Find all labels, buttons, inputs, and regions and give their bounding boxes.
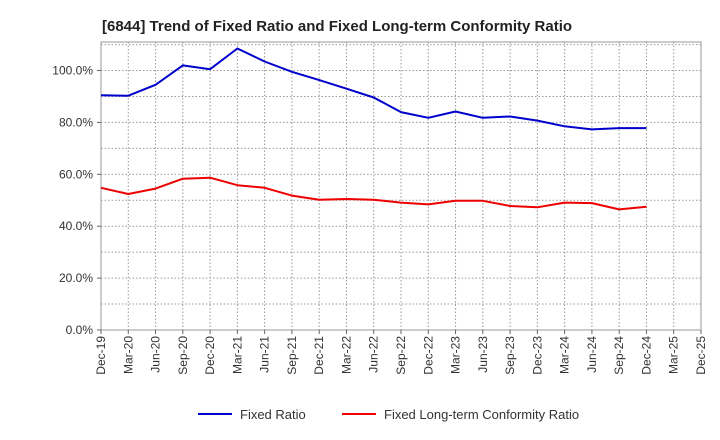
legend-label: Fixed Ratio	[240, 407, 306, 422]
x-tick-label: Mar-25	[667, 336, 681, 374]
legend: Fixed Ratio Fixed Long-term Conformity Ra…	[198, 407, 579, 422]
y-tick-label: 40.0%	[59, 219, 93, 233]
x-tick-label: Sep-22	[394, 336, 408, 375]
x-tick-label: Jun-21	[258, 336, 272, 373]
y-tick-label: 60.0%	[59, 167, 93, 181]
x-tick-label: Sep-20	[176, 336, 190, 375]
chart-title: [6844] Trend of Fixed Ratio and Fixed Lo…	[102, 18, 572, 35]
y-tick-label: 80.0%	[59, 115, 93, 129]
x-tick-label: Jun-20	[149, 336, 163, 373]
x-tick-label: Jun-23	[476, 336, 490, 373]
x-tick-label: Dec-25	[694, 336, 708, 375]
x-tick-label: Dec-22	[421, 336, 435, 375]
grid-lines	[101, 42, 701, 330]
x-tick-label: Dec-24	[639, 336, 653, 375]
series-lines	[100, 47, 647, 211]
x-axis-ticks: Dec-19 Mar-20 Jun-20 Sep-20 Dec-20 Mar-21 Jun-…	[94, 330, 708, 375]
x-tick-label: Mar-22	[339, 336, 353, 374]
x-tick-label: Jun-24	[585, 336, 599, 373]
x-tick-label: Sep-23	[503, 336, 517, 375]
x-tick-label: Dec-20	[203, 336, 217, 375]
x-tick-label: Dec-21	[312, 336, 326, 375]
y-tick-label: 20.0%	[59, 271, 93, 285]
x-tick-label: Dec-23	[530, 336, 544, 375]
y-axis-ticks: 0.0% 20.0% 40.0% 60.0% 80.0% 100.0%	[52, 64, 101, 337]
x-tick-label: Mar-24	[558, 336, 572, 374]
legend-label: Fixed Long-term Conformity Ratio	[384, 407, 579, 422]
x-tick-label: Mar-20	[121, 336, 135, 374]
y-tick-label: 100.0%	[52, 64, 93, 78]
x-tick-label: Sep-21	[285, 336, 299, 375]
y-tick-label: 0.0%	[66, 323, 94, 337]
x-tick-label: Mar-23	[449, 336, 463, 374]
series-line-fixed-ratio	[100, 47, 647, 131]
series-line-fixed-long-term-conformity-ratio	[100, 176, 647, 211]
x-tick-label: Dec-19	[94, 336, 108, 375]
x-tick-label: Sep-24	[612, 336, 626, 375]
x-tick-label: Mar-21	[230, 336, 244, 374]
x-tick-label: Jun-22	[367, 336, 381, 373]
